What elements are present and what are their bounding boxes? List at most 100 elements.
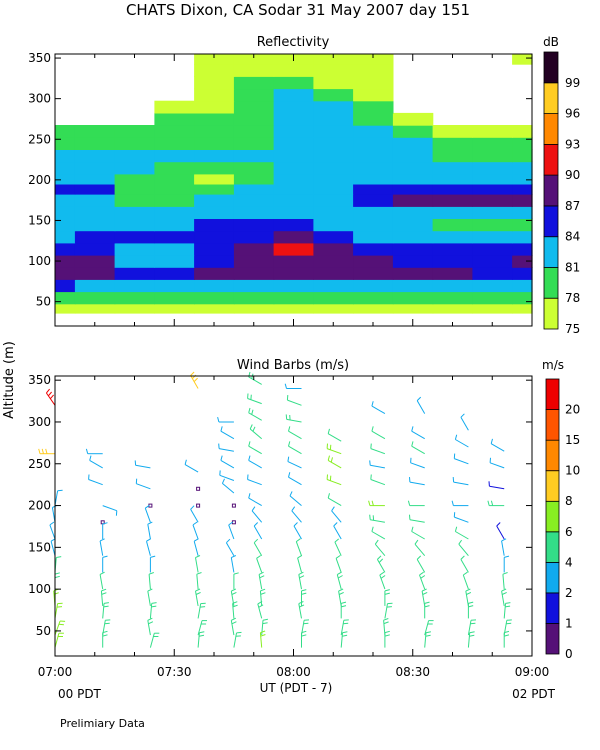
heatmap-cell xyxy=(233,125,275,138)
wind-barb-calm xyxy=(196,503,201,508)
wind-barb xyxy=(327,493,342,507)
wind-barb xyxy=(230,555,237,573)
wind-barb xyxy=(102,602,109,619)
heatmap-cell xyxy=(114,149,155,163)
heatmap-cell xyxy=(55,242,76,256)
heatmap-cell xyxy=(392,161,434,175)
heatmap-cell xyxy=(194,137,235,150)
wind-barb xyxy=(49,521,56,540)
heatmap-cell xyxy=(273,173,314,185)
wind-barb xyxy=(368,500,385,507)
heatmap-cell xyxy=(512,194,533,207)
heatmap-cell xyxy=(273,218,314,232)
heatmap-cell xyxy=(74,279,116,293)
wind-barb xyxy=(451,500,469,507)
wind-barb xyxy=(370,443,386,455)
heatmap-cell xyxy=(313,64,354,77)
heatmap-cell xyxy=(114,267,155,280)
colorbar-label: 84 xyxy=(565,230,580,244)
heatmap-cell xyxy=(194,173,235,185)
wind-barb xyxy=(411,426,425,440)
wind-barb xyxy=(293,522,302,540)
heatmap-cell xyxy=(114,125,155,138)
heatmap-cell xyxy=(392,242,434,256)
wind-barb xyxy=(409,477,425,486)
wind-barb xyxy=(371,426,386,440)
heatmap-cell xyxy=(353,54,394,65)
heatmap-cell xyxy=(273,88,314,102)
colorbar-swatch xyxy=(545,470,560,502)
wind-barb xyxy=(102,505,118,516)
wind-barb xyxy=(369,514,385,523)
heatmap-cell xyxy=(154,206,195,219)
heatmap-cell xyxy=(233,149,275,163)
heatmap-cell xyxy=(154,230,195,244)
wind-barb xyxy=(335,555,342,573)
heatmap-cell xyxy=(313,137,354,150)
heatmap-cell xyxy=(432,218,473,232)
wind-barb xyxy=(253,522,263,540)
wind-barb xyxy=(147,588,153,606)
heatmap-cell xyxy=(233,218,275,232)
wind-barb xyxy=(190,371,199,389)
heatmap-cell xyxy=(432,173,473,185)
heatmap-cell xyxy=(432,242,473,256)
wind-barb xyxy=(452,477,469,486)
heatmap-cell xyxy=(233,255,275,268)
wind-barb xyxy=(89,455,103,469)
heatmap-cell xyxy=(154,161,195,175)
wind-barb-calm xyxy=(196,486,201,491)
wind-barb xyxy=(416,396,426,414)
heatmap-cell xyxy=(313,291,354,305)
heatmap-cell xyxy=(74,137,116,150)
heatmap-cell xyxy=(154,125,195,138)
heatmap-cell xyxy=(472,206,513,219)
colorbar-swatch xyxy=(545,561,560,594)
heatmap-cell xyxy=(273,183,314,195)
heatmap-cell xyxy=(353,137,394,150)
colorbar-label: 78 xyxy=(565,291,580,305)
heatmap-cell xyxy=(74,303,116,314)
wind-barb xyxy=(228,521,235,540)
heatmap-cell xyxy=(74,194,116,207)
wind-barb xyxy=(248,441,262,455)
heatmap-cell xyxy=(392,303,434,314)
heatmap-cell xyxy=(392,112,434,126)
wind-barb xyxy=(220,455,235,469)
wind-barb xyxy=(460,555,469,573)
heatmap-cell xyxy=(55,173,76,185)
colorbar-label: 99 xyxy=(565,76,580,90)
wind-barb xyxy=(424,620,434,636)
heatmap-cell xyxy=(194,183,235,195)
pdt-left-label: 00 PDT xyxy=(58,687,102,701)
wind-barb xyxy=(298,571,305,590)
heatmap-cell xyxy=(512,161,533,175)
heatmap-cell xyxy=(194,125,235,138)
wind-ytick-label: 250 xyxy=(28,457,51,471)
wind-barb xyxy=(196,572,202,590)
heatmap-cell xyxy=(194,206,235,219)
heatmap-cell xyxy=(273,125,314,138)
heatmap-cell xyxy=(392,137,434,150)
heatmap-cell xyxy=(392,218,434,232)
heatmap-cell xyxy=(194,291,235,305)
wind-barb xyxy=(297,554,303,573)
wind-barb xyxy=(99,571,105,590)
wind-barb xyxy=(326,443,342,455)
wind-barb xyxy=(248,455,262,469)
heatmap-cell xyxy=(55,230,76,244)
heatmap-cell xyxy=(273,112,314,126)
heatmap-cell xyxy=(353,230,394,244)
wind-barb xyxy=(487,500,505,507)
wind-barb xyxy=(340,619,349,636)
wind-barb xyxy=(85,448,103,455)
heatmap-cell xyxy=(114,242,155,256)
heatmap-cell xyxy=(154,149,195,163)
wind-barb xyxy=(135,478,151,490)
heatmap-cell xyxy=(313,279,354,293)
heatmap-cell xyxy=(74,230,116,244)
wind-barb xyxy=(454,526,469,540)
heatmap-cell xyxy=(313,149,354,163)
x-tick-label: 08:00 xyxy=(276,665,311,679)
